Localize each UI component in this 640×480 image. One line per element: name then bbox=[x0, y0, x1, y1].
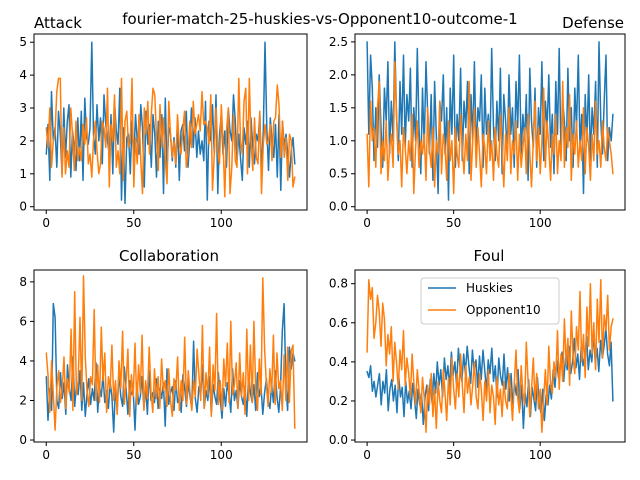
subplot-collaboration: Collaboration 0 50 100 0 2 4 6 8 bbox=[19, 247, 308, 462]
x-tick-label: 0 bbox=[42, 216, 50, 230]
axes-attack: 0 50 100 0 1 2 3 4 5 bbox=[19, 33, 308, 230]
y-tick-label: 8 bbox=[19, 275, 27, 289]
y-tick-label: 0.0 bbox=[329, 200, 348, 214]
y-tick-label: 0 bbox=[19, 433, 27, 447]
x-tick-label: 0 bbox=[363, 448, 371, 462]
axes-frame bbox=[33, 33, 308, 211]
subplot-attack: Attack 0 50 100 0 1 2 3 4 5 bbox=[19, 14, 308, 230]
x-tick-label: 100 bbox=[529, 448, 552, 462]
series-line-huskies bbox=[366, 327, 614, 430]
y-tick-label: 0.8 bbox=[329, 277, 348, 291]
y-tick-label: 0.0 bbox=[329, 433, 348, 447]
legend: Huskies Opponent10 bbox=[420, 277, 560, 325]
y-tick-label: 1 bbox=[19, 167, 27, 181]
axes-foul: 0 50 100 0.0 0.2 0.4 0.6 0.8 bbox=[329, 269, 626, 462]
subplot-attack-title: Attack bbox=[34, 14, 82, 32]
y-tick-label: 0 bbox=[19, 200, 27, 214]
y-tick-label: 3 bbox=[19, 101, 27, 115]
subplot-foul-title: Foul bbox=[474, 247, 505, 265]
x-tick-label: 50 bbox=[446, 216, 461, 230]
legend-label-opponent10: Opponent10 bbox=[466, 303, 541, 317]
y-tick-label: 0.5 bbox=[329, 167, 348, 181]
x-tick-label: 0 bbox=[363, 216, 371, 230]
axes-frame bbox=[33, 269, 308, 443]
y-tick-label: 4 bbox=[19, 68, 27, 82]
y-tick-label: 1.0 bbox=[329, 134, 348, 148]
y-tick-label: 0.2 bbox=[329, 394, 348, 408]
subplot-defense: Defense 0 50 100 0.0 0.5 1.0 1.5 2.0 2.5 bbox=[329, 14, 626, 230]
axes-frame bbox=[354, 269, 626, 443]
subplot-collaboration-title: Collaboration bbox=[119, 247, 219, 265]
series-line-opponent10 bbox=[366, 60, 614, 195]
x-tick-label: 100 bbox=[210, 448, 233, 462]
y-tick-label: 2.0 bbox=[329, 68, 348, 82]
x-tick-label: 100 bbox=[210, 216, 233, 230]
x-tick-label: 50 bbox=[446, 448, 461, 462]
x-tick-label: 100 bbox=[529, 216, 552, 230]
x-tick-label: 0 bbox=[42, 448, 50, 462]
y-tick-label: 0.6 bbox=[329, 316, 348, 330]
subplot-defense-title: Defense bbox=[562, 14, 624, 32]
x-tick-label: 50 bbox=[126, 216, 141, 230]
y-tick-label: 0.4 bbox=[329, 355, 348, 369]
series-line-opponent10 bbox=[366, 279, 614, 433]
y-tick-label: 6 bbox=[19, 314, 27, 328]
x-tick-label: 50 bbox=[126, 448, 141, 462]
y-tick-label: 2 bbox=[19, 134, 27, 148]
y-tick-label: 4 bbox=[19, 354, 27, 368]
series-line-opponent10 bbox=[45, 275, 296, 431]
axes-defense: 0 50 100 0.0 0.5 1.0 1.5 2.0 2.5 bbox=[329, 33, 626, 230]
axes-frame bbox=[354, 33, 626, 211]
subplot-foul: Foul 0 50 100 0.0 0.2 0.4 0.6 0.8 Huskies Oppon… bbox=[329, 247, 626, 462]
y-tick-label: 2.5 bbox=[329, 35, 348, 49]
figure-title: fourier-match-25-huskies-vs-Opponent10-o… bbox=[122, 10, 517, 28]
series-line-opponent10 bbox=[45, 77, 296, 198]
legend-frame bbox=[420, 277, 560, 325]
y-tick-label: 5 bbox=[19, 35, 27, 49]
y-tick-label: 1.5 bbox=[329, 101, 348, 115]
legend-label-huskies: Huskies bbox=[466, 281, 513, 295]
y-tick-label: 2 bbox=[19, 393, 27, 407]
axes-collaboration: 0 50 100 0 2 4 6 8 bbox=[19, 269, 308, 462]
